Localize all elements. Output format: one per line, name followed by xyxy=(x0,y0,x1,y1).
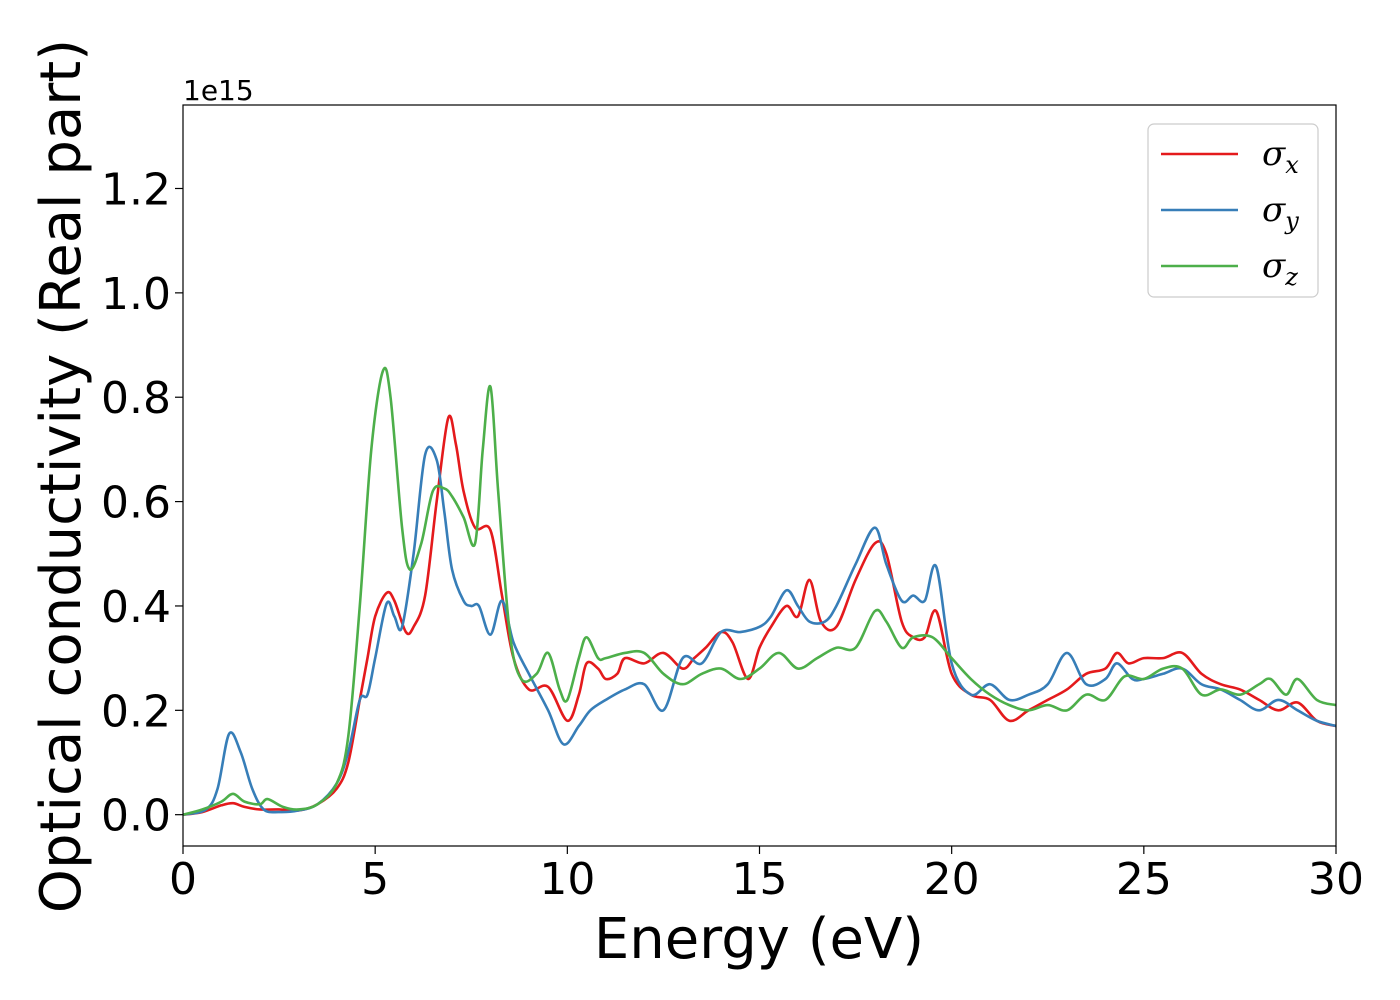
x-tick-label: 5 xyxy=(361,854,389,905)
series-line-z xyxy=(182,366,1337,816)
x-tick-label: 10 xyxy=(539,854,595,905)
legend: σx σy σz xyxy=(1147,123,1319,298)
x-axis-ticks: 0 5 10 15 20 25 30 xyxy=(169,846,1364,905)
x-tick-label: 30 xyxy=(1308,854,1364,905)
plot-lines xyxy=(182,366,1337,816)
y-tick-label: 0.4 xyxy=(101,582,171,633)
y-tick-label: 1.0 xyxy=(101,269,171,320)
legend-label-y: σy xyxy=(1262,190,1299,235)
x-tick-label: 25 xyxy=(1116,854,1172,905)
legend-label-z: σz xyxy=(1262,246,1298,291)
x-tick-label: 15 xyxy=(732,854,788,905)
x-axis-label: Energy (eV) xyxy=(594,907,924,972)
y-offset-label: 1e15 xyxy=(183,74,254,107)
y-tick-label: 1.2 xyxy=(101,164,171,215)
y-tick-label: 0.8 xyxy=(101,373,171,424)
y-tick-label: 0.0 xyxy=(101,791,171,842)
x-tick-label: 20 xyxy=(924,854,980,905)
series-line-y xyxy=(182,445,1337,816)
y-tick-label: 0.2 xyxy=(101,686,171,737)
y-axis-ticks: 0.0 0.2 0.4 0.6 0.8 1.0 1.2 xyxy=(101,164,183,842)
series-line-x xyxy=(182,414,1337,816)
x-tick-label: 0 xyxy=(169,854,197,905)
y-tick-label: 0.6 xyxy=(101,478,171,529)
y-axis-label: Optical conductivity (Real part) xyxy=(29,39,94,913)
legend-label-x: σx xyxy=(1262,134,1299,179)
